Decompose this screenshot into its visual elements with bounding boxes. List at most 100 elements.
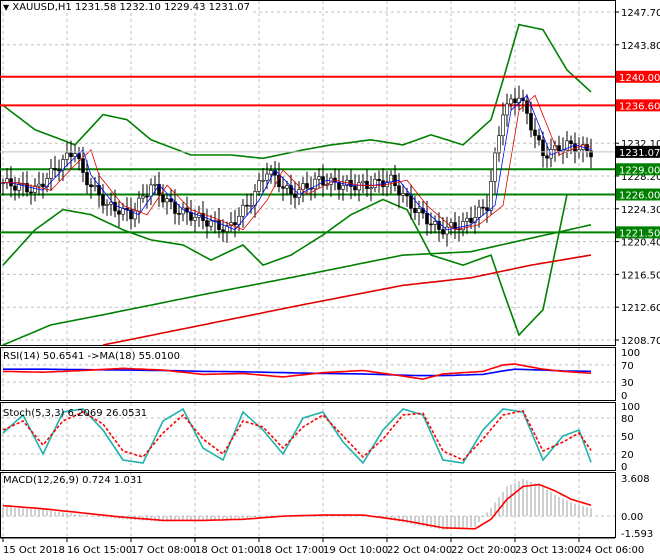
candle-body [217,220,221,230]
candle-body [29,191,33,194]
macd-tick-label: -1.593 [621,529,653,540]
candle-body [161,194,165,203]
price-label: 1232.10 [621,139,660,150]
candle-body [105,204,109,206]
candle-body [389,174,393,183]
time-label: 23 Oct 13:00 [515,545,580,556]
candle-body [549,149,553,159]
candle-body [401,193,405,196]
candle-body [505,103,509,116]
candle-body [133,210,137,220]
level-label: 1240.00 [619,73,660,84]
candle-body [417,208,421,213]
candle-body [205,220,209,227]
candle-body [513,98,517,104]
candle-body [453,222,457,230]
candle-body [509,98,513,105]
candle-body [461,221,465,231]
current-price-bg [616,145,660,158]
candle-body [5,178,9,184]
ohlc-high: 1232.10 [119,2,161,13]
candle-body [569,140,573,144]
candle-body [253,191,257,206]
candle-body [265,173,269,181]
candle-body [69,152,73,157]
candle-body [477,206,481,218]
stoch-tick-label: 0 [621,462,627,473]
rsi-tick-label: 30 [621,378,634,389]
candle-body [357,182,361,191]
candle-body [113,201,117,212]
candle-body [169,198,173,203]
candle-body [433,221,437,225]
level-label-bg [616,226,660,239]
price-label: 1243.80 [621,41,660,52]
triangle-down-icon[interactable]: ▼ [3,3,10,12]
candle-body [341,185,345,190]
candle-body [45,178,49,188]
candle-body [177,213,181,215]
level-label-bg [616,163,660,176]
stoch-tick-label: 20 [621,450,634,461]
ohlc-close: 1231.07 [208,2,250,13]
candle-body [337,181,341,190]
panel-frame-0 [0,0,616,346]
macd-label: MACD(12,26,9) 0.724 1.031 [3,475,143,486]
ohlc-open: 1231.58 [74,2,117,13]
ema-fast-line [3,94,592,231]
candle-body [53,168,57,171]
candle-body [305,183,309,189]
candle-body [269,170,273,175]
time-label: 16 Oct 15:00 [67,545,132,556]
macd-tick-label: 3.608 [621,474,650,485]
candle-body [397,185,401,196]
candle-body [557,145,561,152]
candle-body [221,229,225,232]
candle-body [165,198,169,203]
ema-slow-line [3,94,592,231]
moving-average-long-line [2,224,592,346]
candle-body [61,159,65,171]
candle-body [533,129,537,136]
candle-body [41,183,45,188]
candle-body [157,184,161,196]
candle-body [481,206,485,209]
candle-body [13,185,17,191]
candle-body [429,223,433,226]
candle-body [49,168,53,179]
candle-body [9,178,13,187]
candle-body [353,186,357,191]
stoch-main-line [2,407,592,465]
candle-body [109,201,113,205]
candle-body [321,176,325,186]
candle-body [225,225,229,232]
candle-body [209,220,213,227]
candle-body [289,185,293,195]
price-label: 1212.60 [621,303,660,314]
candle-body [129,209,133,220]
candle-body [589,150,593,158]
candle-body [537,135,541,141]
candle-body [257,180,261,192]
candle-body [437,221,441,230]
candle-body [189,211,193,221]
price-label: 1216.50 [621,270,660,281]
candle-body [117,210,121,215]
stoch-label: Stoch(5,3,3) 6.2069 26.0531 [3,408,148,419]
bollinger-upper-line [2,23,592,160]
time-label: 24 Oct 06:00 [579,545,644,556]
rsi-tick-label: 0 [621,391,627,402]
candle-body [93,185,97,188]
candle-body [141,195,145,199]
candle-body [89,184,93,188]
price-label: 1224.30 [621,205,660,216]
price-label: 1208.70 [621,336,660,347]
candle-body [37,183,41,187]
candle-body [281,186,285,189]
time-label: 18 Oct 01:00 [195,545,260,556]
candle-body [565,140,569,151]
chart-title: ▼ XAUUSD,H1 1231.58 1232.10 1229.43 1231… [3,2,250,13]
bollinger-lower-line [2,193,591,337]
level-label-bg [616,99,660,112]
